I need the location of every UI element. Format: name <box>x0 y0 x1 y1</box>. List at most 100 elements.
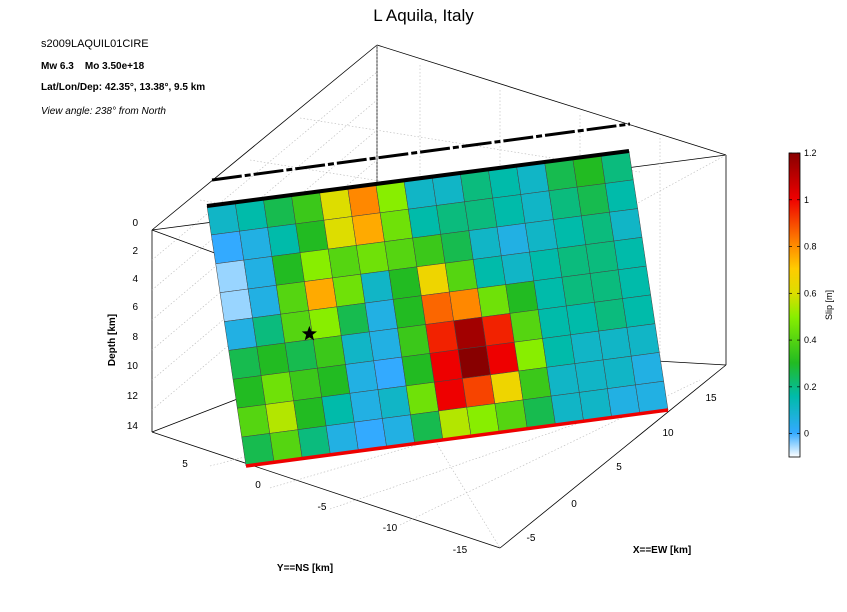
ns-tick-label: -5 <box>318 502 327 513</box>
magnitude: Mw 6.3 <box>41 61 74 72</box>
slip-cell <box>514 338 548 372</box>
slip-cell <box>312 335 346 369</box>
slip-cell <box>284 339 318 373</box>
slip-cell <box>548 186 582 220</box>
slip-cell <box>585 240 619 274</box>
ew-tick-label: 10 <box>662 428 674 439</box>
ns-tick-label: 0 <box>255 480 261 491</box>
slip-cell <box>408 205 441 239</box>
slip-cell <box>477 284 511 318</box>
fault-overlay <box>206 122 669 468</box>
slip-cell <box>602 355 636 389</box>
slip-cell <box>373 356 407 390</box>
slip-cell <box>410 410 444 444</box>
ew-tick-label: 5 <box>616 462 622 473</box>
magnitude-moment: Mw 6.3 Mo 3.50e+18 <box>41 61 144 72</box>
view-angle: View angle: 238° from North <box>41 106 166 117</box>
slip-cell <box>351 212 385 246</box>
slip-cell <box>496 223 530 257</box>
slip-cell <box>434 378 467 412</box>
slip-cell <box>295 219 329 253</box>
slip-cell <box>323 216 357 250</box>
slip-cell <box>336 302 370 336</box>
slip-grid <box>206 150 669 467</box>
slip-cell <box>630 352 664 386</box>
slip-cell <box>215 259 249 293</box>
colorbar: 1.2 1 0.8 0.6 0.4 0.2 0 Slip [m] <box>788 148 834 458</box>
slip-cell <box>546 363 580 397</box>
slip-cell <box>550 392 584 426</box>
colorbar-tick-label: 1.2 <box>804 148 817 158</box>
depth-tick-label: 0 <box>132 218 138 229</box>
slip-cell <box>598 327 632 361</box>
fault-top-edge <box>206 149 630 208</box>
figure-title: L Aquila, Italy <box>373 6 474 25</box>
slip-cell <box>466 403 500 437</box>
slip-cell <box>360 270 394 304</box>
slip-cell <box>232 375 266 409</box>
location: Lat/Lon/Dep: 42.35°, 13.38°, 9.5 km <box>41 82 206 93</box>
slip-cell <box>392 295 426 329</box>
slip-cell <box>436 201 470 235</box>
slip-cell <box>377 385 411 419</box>
colorbar-tick-label: 0.4 <box>804 335 817 345</box>
slip-cell <box>464 197 498 231</box>
slip-cell <box>581 211 615 245</box>
slip-cell <box>269 429 303 463</box>
moment: Mo 3.50e+18 <box>84 61 145 72</box>
slip-cell <box>239 227 273 261</box>
slip-cell <box>297 425 331 459</box>
slip-cell <box>617 265 651 299</box>
slip-cell <box>518 367 552 401</box>
slip-cell <box>308 306 342 340</box>
ew-tick-label: 0 <box>571 499 577 510</box>
slip-cell <box>237 404 271 438</box>
slip-cell <box>219 288 253 322</box>
depth-tick-label: 12 <box>127 391 139 402</box>
slip-cell <box>304 277 338 311</box>
slip-cell <box>524 219 558 253</box>
slip-cell <box>438 407 472 441</box>
slip-cell <box>557 244 591 278</box>
slip-cell <box>440 230 474 264</box>
slip-cell <box>462 374 496 408</box>
slip-cell <box>481 313 515 347</box>
ew-tick-label: 15 <box>705 393 717 404</box>
slip-cell <box>356 241 390 275</box>
depth-tick-label: 6 <box>132 302 138 313</box>
slip-cell <box>349 389 383 423</box>
slip-cell <box>241 433 275 467</box>
slip-cell <box>267 223 301 257</box>
slip-cell <box>293 396 327 430</box>
slip-cell <box>529 248 563 282</box>
slip-cell <box>325 421 359 456</box>
slip-cell <box>252 313 286 347</box>
slip-cell <box>345 360 379 394</box>
depth-tick-label: 10 <box>127 361 139 372</box>
slip-cell <box>228 346 262 380</box>
slip-cell <box>412 234 446 268</box>
slip-cell <box>522 395 556 429</box>
slip-cell <box>622 294 656 328</box>
slip-cell <box>429 349 463 383</box>
slip-cell <box>457 345 491 379</box>
slip-cell <box>369 327 403 362</box>
slip-cell <box>485 341 519 376</box>
depth-tick-label: 14 <box>127 421 139 432</box>
slip-cell <box>594 298 628 332</box>
slip-cell <box>379 208 413 242</box>
depth-tick-label: 8 <box>132 332 138 343</box>
depth-tick-label: 4 <box>132 274 138 285</box>
slip-cell <box>271 252 305 286</box>
slip-cell <box>561 273 595 307</box>
slip-cell <box>509 309 543 343</box>
colorbar-label: Slip [m] <box>824 290 834 320</box>
hypocenter-star <box>301 325 317 341</box>
slip-cell <box>490 370 524 404</box>
slip-cell <box>332 273 366 308</box>
slip-cell <box>421 291 454 325</box>
depth-tick-label: 2 <box>132 246 138 257</box>
ns-tick-label: -10 <box>383 523 398 534</box>
